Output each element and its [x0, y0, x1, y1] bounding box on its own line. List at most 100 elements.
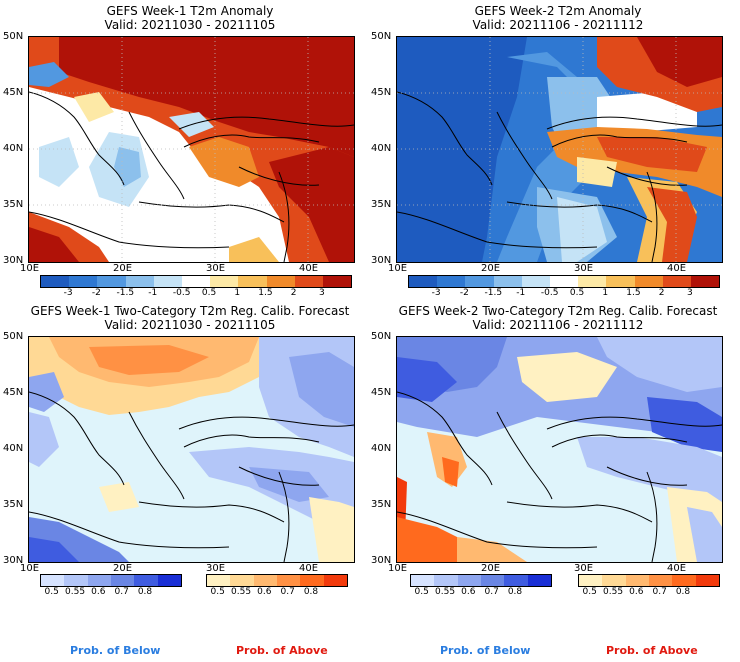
colorbar-swatch	[549, 276, 579, 287]
lon-label: 10E	[388, 263, 408, 274]
colorbar-swatch	[527, 575, 551, 586]
below-tick-label: 0.5	[414, 587, 429, 597]
colorbar-swatch	[437, 276, 466, 287]
colorbar-swatch	[266, 276, 295, 287]
below-tick-label: 0.6	[461, 587, 476, 597]
colorbar-swatch	[434, 575, 458, 586]
anomaly-tick-label: 0.5	[569, 288, 585, 298]
panel4-title-line1: GEFS Week-2 Two-Category T2m Reg. Calib.…	[398, 304, 718, 318]
lat-label: 35N	[371, 499, 392, 510]
colorbar-swatch	[578, 276, 607, 287]
anomaly-tick-label: 1	[234, 288, 241, 298]
lon-label: 40E	[299, 563, 319, 574]
colorbar-swatch	[662, 276, 691, 287]
lon-label: 30E	[574, 563, 594, 574]
probability-week2-field	[397, 337, 722, 562]
prob-below-label-week2: Prob. of Below	[440, 644, 531, 657]
colorbar-swatch	[238, 276, 267, 287]
prob-below-label-week1: Prob. of Below	[70, 644, 161, 657]
below-tick-label: 0.7	[484, 587, 499, 597]
lon-label: 10E	[20, 563, 40, 574]
above-tick-label: 0.55	[231, 587, 252, 597]
lat-label: 50N	[371, 331, 392, 342]
anomaly-week2-map	[396, 36, 723, 263]
anomaly-colorbar-week2	[408, 275, 720, 288]
lon-label: 20E	[481, 263, 501, 274]
above-tick-label: 0.6	[257, 587, 272, 597]
lon-label: 40E	[667, 263, 687, 274]
lat-label: 30N	[371, 555, 392, 566]
panel3-title-line2: Valid: 20211030 - 20211105	[104, 318, 276, 332]
anomaly-week1-map	[28, 36, 355, 263]
colorbar-swatch	[606, 276, 635, 287]
colorbar-swatch	[480, 575, 505, 586]
lat-label: 45N	[3, 387, 24, 398]
colorbar-swatch	[210, 276, 239, 287]
prob-above-label-week1: Prob. of Above	[236, 644, 328, 657]
lon-label: 10E	[20, 263, 40, 274]
colorbar-swatch	[294, 276, 323, 287]
panel2-title: GEFS Week-2 T2m Anomaly Valid: 20211106 …	[378, 4, 738, 32]
below-colorbar-week2	[410, 574, 552, 587]
above-tick-label: 0.55	[603, 587, 624, 597]
anomaly-tick-label: 1	[602, 288, 609, 298]
anomaly-tick-label: -1	[516, 288, 526, 298]
lat-label: 45N	[3, 87, 24, 98]
anomaly-week1-field	[29, 37, 354, 262]
panel3-title-line1: GEFS Week-1 Two-Category T2m Reg. Calib.…	[30, 304, 350, 318]
colorbar-swatch	[465, 276, 494, 287]
anomaly-tick-label: 3	[686, 288, 693, 298]
probability-week1-field	[29, 337, 354, 562]
lat-label: 40N	[3, 443, 24, 454]
anomaly-tick-label: -2	[459, 288, 469, 298]
lat-label: 40N	[371, 143, 392, 154]
colorbar-swatch	[579, 575, 603, 586]
panel2-title-line1: GEFS Week-2 T2m Anomaly	[474, 4, 642, 18]
probability-week1-map	[28, 336, 355, 563]
colorbar-swatch	[134, 575, 158, 586]
lat-label: 30N	[3, 255, 24, 266]
anomaly-tick-label: -0.5	[172, 288, 191, 298]
probability-week2-map	[396, 336, 723, 563]
lat-label: 50N	[3, 331, 24, 342]
lon-label: 30E	[206, 263, 226, 274]
colorbar-swatch	[64, 575, 88, 586]
anomaly-tick-label: -2	[91, 288, 101, 298]
anomaly-colorbar-week1	[40, 275, 352, 288]
anomaly-tick-label: -3	[63, 288, 73, 298]
below-tick-label: 0.8	[507, 587, 523, 597]
anomaly-tick-label: 1.5	[626, 288, 641, 298]
colorbar-swatch	[411, 575, 435, 586]
colorbar-swatch	[157, 575, 181, 586]
colorbar-swatch	[41, 276, 70, 287]
anomaly-tick-label: -1	[148, 288, 158, 298]
anomaly-week2-field	[397, 37, 722, 262]
above-colorbar-week2	[578, 574, 720, 587]
panel1-title-line1: GEFS Week-1 T2m Anomaly	[106, 4, 274, 18]
above-tick-label: 0.6	[629, 587, 644, 597]
above-tick-label: 0.8	[675, 587, 691, 597]
colorbar-swatch	[253, 575, 277, 586]
lon-label: 30E	[574, 263, 594, 274]
colorbar-swatch	[322, 276, 352, 287]
below-tick-label: 0.55	[65, 587, 86, 597]
colorbar-swatch	[153, 276, 182, 287]
lat-label: 50N	[3, 31, 24, 42]
anomaly-tick-label: -0.5	[540, 288, 559, 298]
colorbar-swatch	[97, 276, 126, 287]
colorbar-swatch	[323, 575, 347, 586]
below-colorbar-week1	[40, 574, 182, 587]
lat-label: 40N	[371, 443, 392, 454]
lat-label: 35N	[371, 199, 392, 210]
lon-label: 20E	[113, 263, 133, 274]
below-tick-label: 0.6	[91, 587, 106, 597]
colorbar-swatch	[69, 276, 98, 287]
colorbar-swatch	[181, 276, 211, 287]
anomaly-tick-label: -1.5	[116, 288, 135, 298]
colorbar-swatch	[634, 276, 663, 287]
colorbar-swatch	[521, 276, 550, 287]
colorbar-swatch	[300, 575, 324, 586]
colorbar-swatch	[409, 276, 438, 287]
colorbar-swatch	[207, 575, 231, 586]
lat-label: 45N	[371, 87, 392, 98]
